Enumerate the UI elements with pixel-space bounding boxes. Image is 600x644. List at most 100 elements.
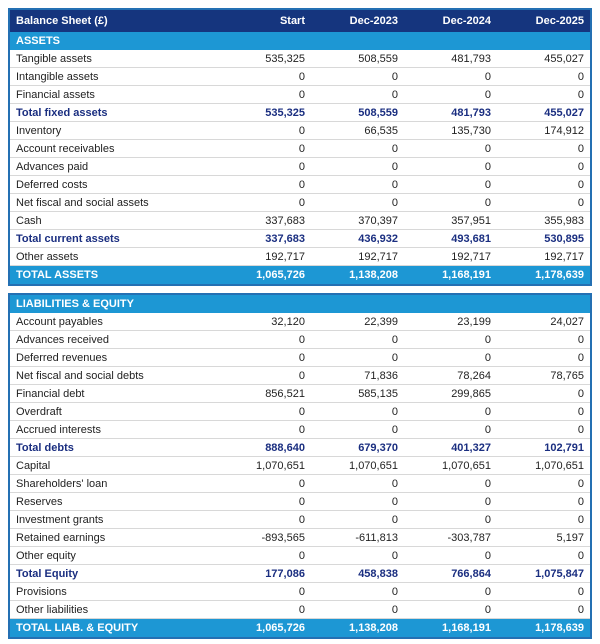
total-label: TOTAL LIAB. & EQUITY <box>16 622 139 634</box>
cell-value: 0 <box>311 157 404 176</box>
row-label: Total debts <box>10 438 218 457</box>
row-label: Shareholders' loan <box>10 474 218 493</box>
cell-value: 0 <box>497 157 590 176</box>
cell-value: 0 <box>403 420 497 439</box>
cell-value: 0 <box>217 600 311 619</box>
cell-value: 0 <box>497 85 590 104</box>
cell-value: 0 <box>217 330 311 349</box>
cell-value: 766,864 <box>403 564 497 583</box>
row-label: Other equity <box>10 546 218 565</box>
cell-value: 0 <box>217 420 311 439</box>
cell-value: 0 <box>496 402 590 421</box>
table-row: Financial assets 0 0 0 0 <box>10 85 590 104</box>
cell-value: 1,070,651 <box>217 456 311 475</box>
total-value: 1,065,726 <box>256 622 305 634</box>
table-row: Deferred revenues 0 0 0 0 <box>10 348 590 367</box>
cell-value: 0 <box>404 85 497 104</box>
row-label: Intangible assets <box>10 67 218 86</box>
cell-value: 1,070,651 <box>310 456 404 475</box>
cell-value: 458,838 <box>310 564 404 583</box>
row-label: Capital <box>10 456 218 475</box>
cell-value: 66,535 <box>311 121 404 140</box>
table-row: Capital 1,070,651 1,070,651 1,070,651 1,070,… <box>10 456 590 475</box>
cell-value: 0 <box>496 546 590 565</box>
cell-value: 135,730 <box>404 121 497 140</box>
cell-value: 0 <box>403 492 497 511</box>
row-label: Account payables <box>10 313 218 331</box>
column-header-dec-2025: Dec-2025 <box>535 15 584 27</box>
section-band: LIABILITIES & EQUITY <box>10 295 590 313</box>
cell-value: 0 <box>310 348 404 367</box>
cell-value: 0 <box>310 600 404 619</box>
cell-value: 0 <box>496 582 590 601</box>
cell-value: -303,787 <box>403 528 497 547</box>
table-row: Deferred costs 0 0 0 0 <box>10 175 590 194</box>
total-value: 1,178,639 <box>535 622 584 634</box>
cell-value: 177,086 <box>217 564 311 583</box>
cell-value: 401,327 <box>403 438 497 457</box>
column-header-dec-2023: Dec-2023 <box>349 15 398 27</box>
cell-value: 0 <box>403 474 497 493</box>
section-header-label: LIABILITIES & EQUITY <box>16 298 134 310</box>
row-label: Total Equity <box>10 564 218 583</box>
cell-value: 0 <box>310 582 404 601</box>
cell-value: 0 <box>403 348 497 367</box>
cell-value: 370,397 <box>311 211 404 230</box>
cell-value: 0 <box>218 121 311 140</box>
row-label: Other assets <box>10 247 218 266</box>
cell-value: 23,199 <box>403 313 497 331</box>
table-row: Shareholders' loan 0 0 0 0 <box>10 474 590 493</box>
cell-value: 436,932 <box>311 229 404 248</box>
cell-value: 856,521 <box>217 384 311 403</box>
cell-value: 0 <box>497 139 590 158</box>
table-row: Total current assets 337,683 436,932 493,68… <box>10 229 590 248</box>
assets-section-body: ASSETS Tangible assets 535,325 508,559 481,7… <box>10 32 590 284</box>
table-row: Total debts 888,640 679,370 401,327 102,791 <box>10 438 590 457</box>
cell-value: 0 <box>404 193 497 212</box>
cell-value: 192,717 <box>497 247 590 266</box>
table-row: Provisions 0 0 0 0 <box>10 582 590 601</box>
total-value: 1,065,726 <box>256 269 305 281</box>
table-row: Total Equity 177,086 458,838 766,864 1,075,8… <box>10 564 590 583</box>
row-label: Cash <box>10 211 218 230</box>
cell-value: 493,681 <box>404 229 497 248</box>
row-label: Total fixed assets <box>10 103 218 122</box>
row-label: Financial debt <box>10 384 218 403</box>
row-label: Accrued interests <box>10 420 218 439</box>
liabilities-equity-block: LIABILITIES & EQUITY Account payables 32,1… <box>8 293 592 639</box>
cell-value: 0 <box>217 582 311 601</box>
cell-value: 71,836 <box>310 366 404 385</box>
row-label: Tangible assets <box>10 50 218 68</box>
total-value: 1,178,639 <box>535 269 584 281</box>
row-label: Account receivables <box>10 139 218 158</box>
total-row: TOTAL LIAB. & EQUITY 1,065,726 1,138,208 1,… <box>10 618 590 637</box>
cell-value: 102,791 <box>496 438 590 457</box>
cell-value: 0 <box>310 546 404 565</box>
cell-value: 0 <box>310 330 404 349</box>
cell-value: 0 <box>218 157 311 176</box>
cell-value: 0 <box>311 175 404 194</box>
table-row: Intangible assets 0 0 0 0 <box>10 67 590 86</box>
total-value: 1,168,191 <box>442 269 491 281</box>
column-header-start: Start <box>279 15 305 27</box>
balance-sheet-table-top: Balance Sheet (£) Start Dec-2023 Dec-202… <box>10 10 590 284</box>
cell-value: 1,075,847 <box>496 564 590 583</box>
table-row: Advances received 0 0 0 0 <box>10 330 590 349</box>
cell-value: 355,983 <box>497 211 590 230</box>
table-row: Account receivables 0 0 0 0 <box>10 139 590 158</box>
table-row: Total fixed assets 535,325 508,559 481,793 4… <box>10 103 590 122</box>
row-label: Overdraft <box>10 402 218 421</box>
table-row: Investment grants 0 0 0 0 <box>10 510 590 529</box>
total-row: TOTAL ASSETS 1,065,726 1,138,208 1,168,191 1… <box>10 265 590 284</box>
total-value: 1,138,208 <box>349 622 398 634</box>
column-header-dec-2024: Dec-2024 <box>442 15 491 27</box>
row-label: Total current assets <box>10 229 218 248</box>
cell-value: 0 <box>403 582 497 601</box>
cell-value: 585,135 <box>310 384 404 403</box>
row-label: Advances received <box>10 330 218 349</box>
cell-value: 0 <box>310 402 404 421</box>
cell-value: 0 <box>404 157 497 176</box>
table-row: Inventory 0 66,535 135,730 174,912 <box>10 121 590 140</box>
cell-value: 22,399 <box>310 313 404 331</box>
cell-value: 455,027 <box>497 50 590 68</box>
